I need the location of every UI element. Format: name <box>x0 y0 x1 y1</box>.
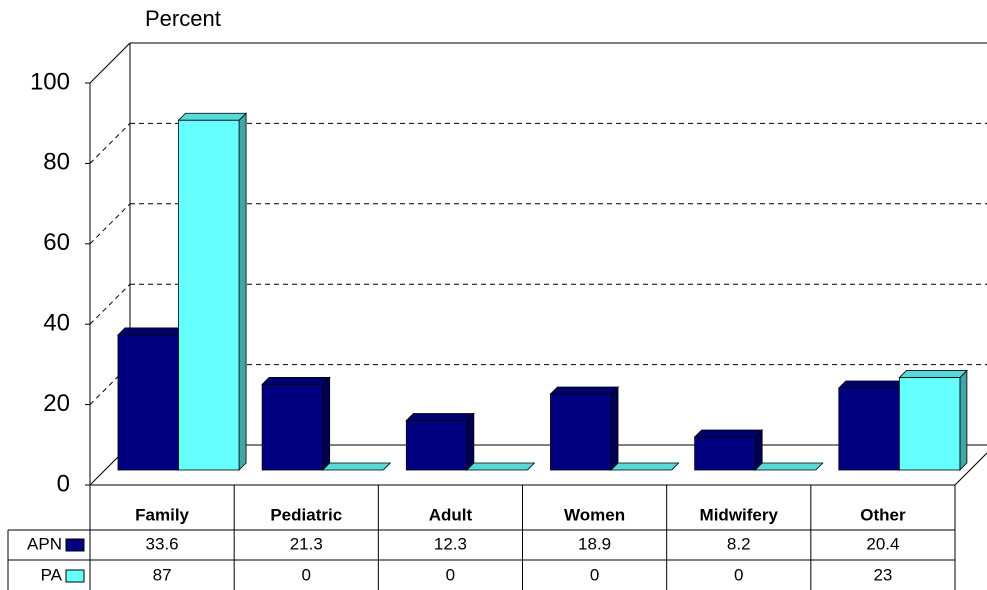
grid-line <box>89 203 131 245</box>
x-tick-label: Other <box>860 505 906 524</box>
table-value: 8.2 <box>727 534 751 553</box>
bar <box>117 334 179 471</box>
bar-top-shade <box>838 380 907 388</box>
bar-top-shade <box>694 430 763 438</box>
x-tick-label: Midwifery <box>700 505 779 524</box>
legend-label: PA <box>41 565 63 584</box>
table-value: 87 <box>153 565 172 584</box>
table-value: 0 <box>590 565 599 584</box>
y-tick-label: 0 <box>57 470 70 497</box>
table-value: 21.3 <box>290 534 323 553</box>
table-value: 0 <box>446 565 455 584</box>
table-value: 0 <box>734 565 743 584</box>
y-tick-label: 100 <box>30 68 70 95</box>
bar-top-shade <box>117 327 186 335</box>
legend-label: APN <box>27 534 62 553</box>
x-tick-label: Family <box>135 505 189 524</box>
table-value: 20.4 <box>866 534 899 553</box>
bar-top <box>321 462 392 471</box>
legend-key <box>65 569 85 583</box>
bar <box>178 119 240 471</box>
bar-top <box>610 462 680 471</box>
bar <box>898 377 961 471</box>
bar-side-shade <box>611 387 619 470</box>
bar <box>694 436 756 471</box>
y-tick-label: 20 <box>43 390 70 417</box>
bar-top-shade <box>178 113 247 121</box>
bar-top-shade <box>322 463 391 470</box>
table-value: 18.9 <box>578 534 611 553</box>
bar-top <box>465 462 536 471</box>
bar <box>550 393 612 471</box>
table-value: 33.6 <box>146 534 179 553</box>
bar-top <box>754 462 824 471</box>
x-tick-label: Women <box>564 505 625 524</box>
wall-edge <box>89 42 131 84</box>
bar-top-shade <box>466 463 535 470</box>
grid-line <box>89 283 131 325</box>
y-tick-label: 60 <box>43 229 70 256</box>
y-tick-label: 80 <box>43 149 70 176</box>
table-value: 12.3 <box>434 534 467 553</box>
bar-top-shade <box>406 413 474 421</box>
x-tick-label: Pediatric <box>270 505 342 524</box>
bar-side-shade <box>755 430 763 470</box>
x-tick-label: Adult <box>429 505 473 524</box>
bar-side-shade <box>466 413 474 470</box>
bar-top-shade <box>550 387 619 395</box>
table-value: 23 <box>873 565 892 584</box>
bar-top-shade <box>611 463 679 470</box>
bar-side-shade <box>959 370 967 470</box>
bar-side-shade <box>322 377 330 470</box>
bar <box>261 383 324 471</box>
grid-line <box>89 123 131 164</box>
bar <box>405 420 468 471</box>
y-axis-title: Percent <box>145 6 221 31</box>
table-value: 0 <box>302 565 311 584</box>
bar-top-shade <box>755 463 823 470</box>
bar-top-shade <box>899 370 967 378</box>
y-tick-label: 40 <box>43 310 70 337</box>
bar <box>838 387 900 471</box>
bar-top-shade <box>262 377 330 385</box>
legend-key <box>65 538 85 552</box>
bar-side-shade <box>239 113 247 470</box>
